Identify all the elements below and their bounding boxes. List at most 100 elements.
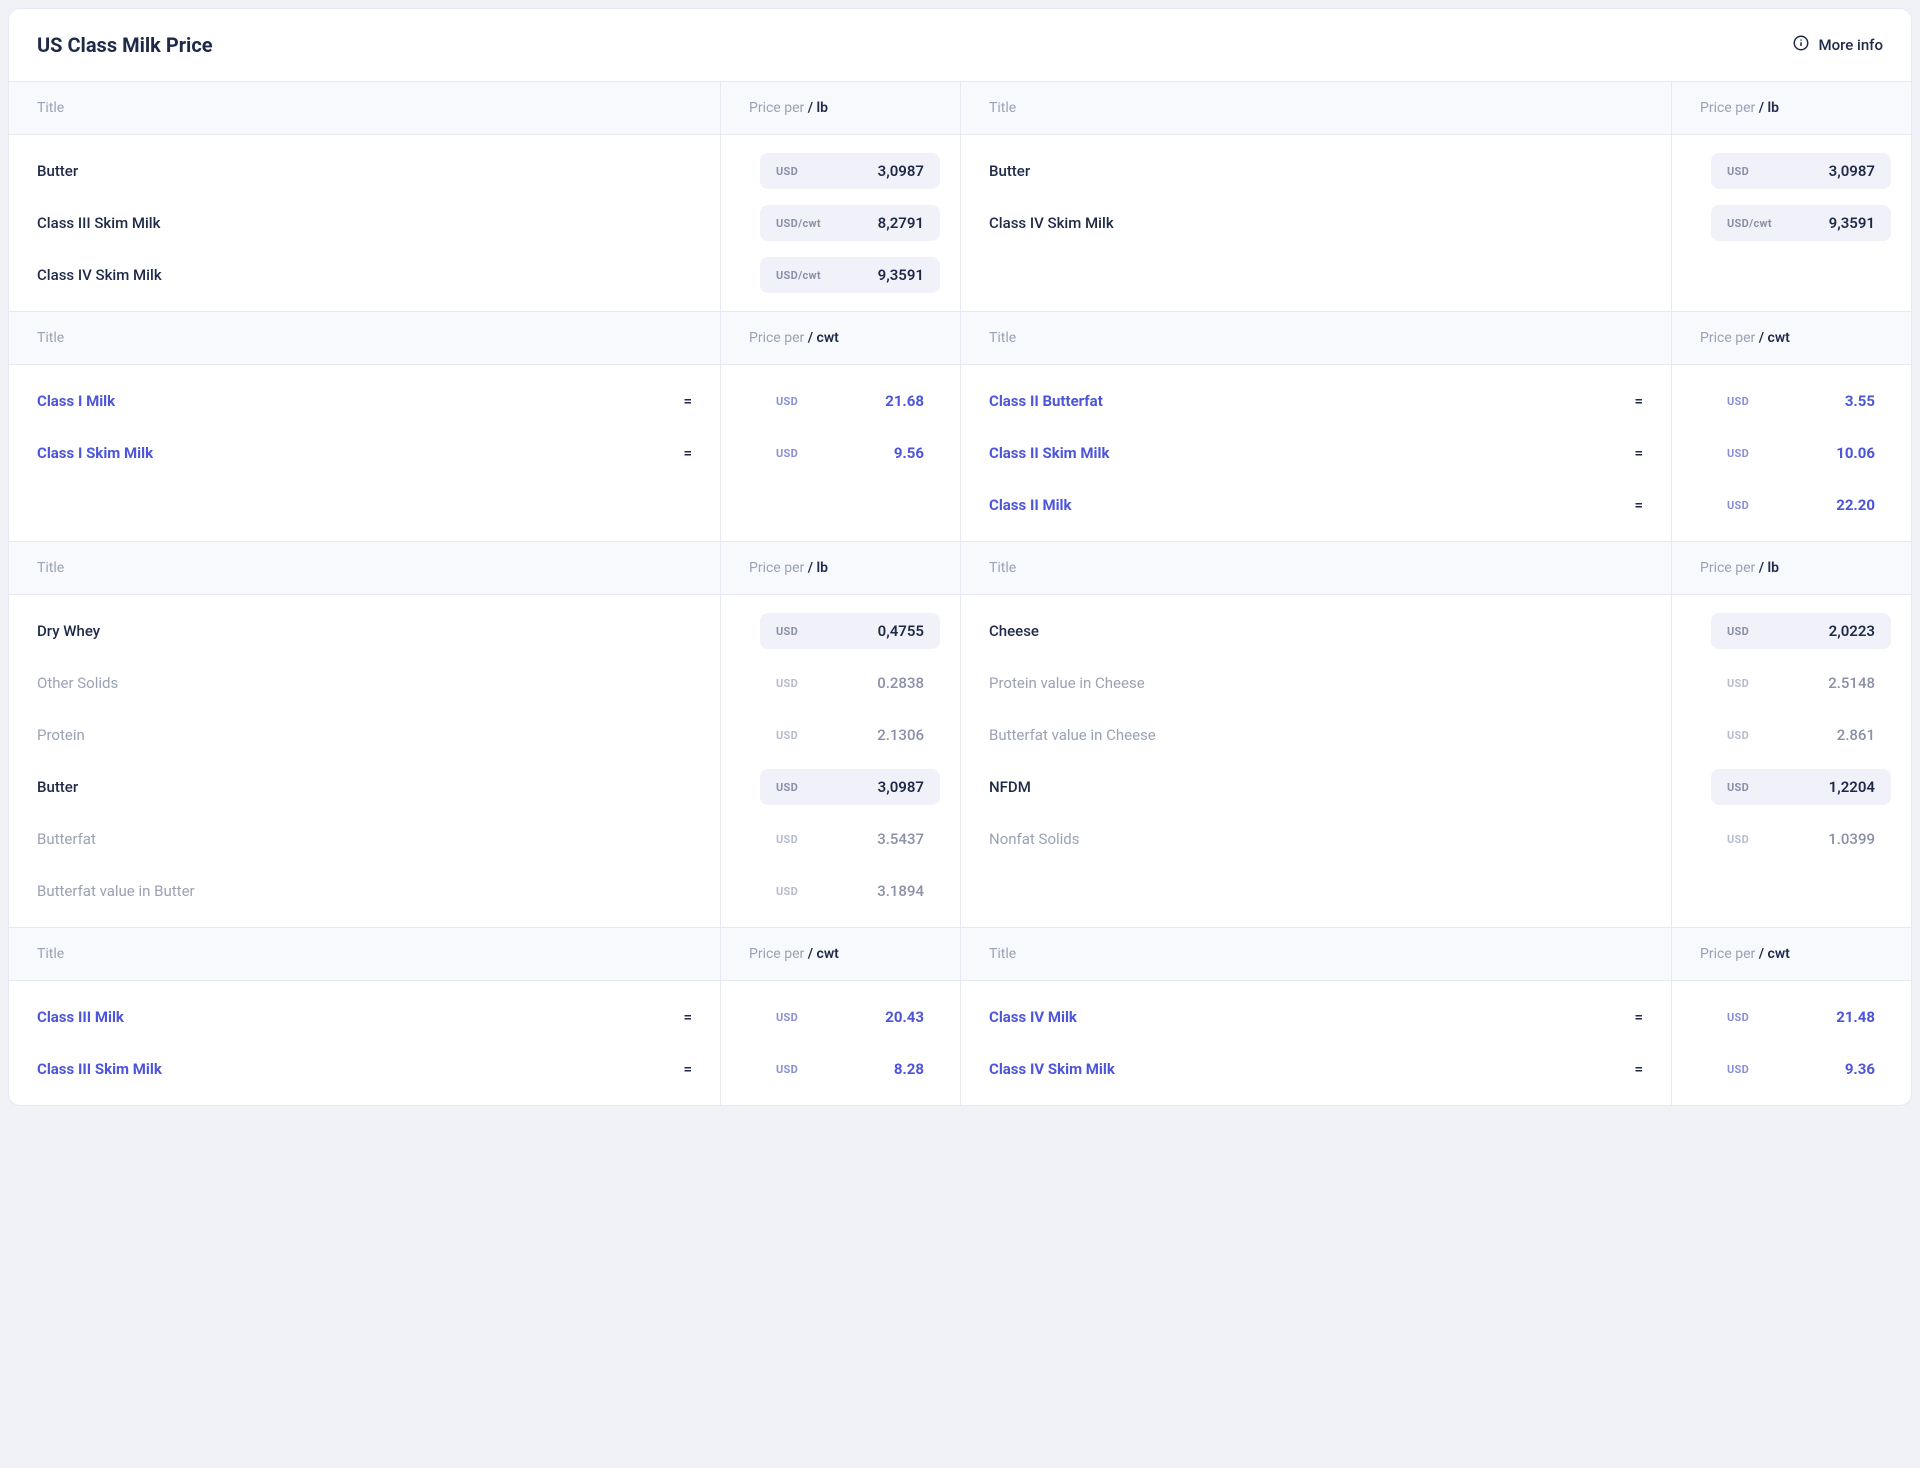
currency-label: USD: [1727, 729, 1749, 742]
table-row: USD3,0987: [721, 761, 960, 813]
currency-label: USD/cwt: [1727, 217, 1772, 230]
panel-body: Class III Milk=Class III Skim Milk=USD20…: [9, 981, 960, 1105]
price-value: 3.55: [1845, 392, 1875, 410]
price-pill: USD 2.861: [1711, 717, 1891, 753]
table-row: Class IV Skim Milk=: [961, 1043, 1671, 1095]
table-row: Class III Skim Milk: [9, 197, 720, 249]
currency-label: USD: [1727, 1011, 1749, 1024]
currency-label: USD: [1727, 625, 1749, 638]
titles-column: CheeseProtein value in CheeseButterfat v…: [961, 595, 1671, 927]
table-row: USD 1.0399: [1672, 813, 1911, 865]
price-value: 3,0987: [878, 778, 924, 796]
titles-column: Class II Butterfat=Class II Skim Milk=Cl…: [961, 365, 1671, 541]
equals-sign: =: [683, 444, 692, 462]
panel-head: TitlePrice per / lb: [9, 542, 960, 595]
table-row: Class I Skim Milk=: [9, 427, 720, 479]
price-value: 10.06: [1836, 444, 1875, 462]
section-row: TitlePrice per / lbDry WheyOther SolidsP…: [9, 541, 1911, 927]
table-row: Class II Skim Milk=: [961, 427, 1671, 479]
price-value: 2.861: [1837, 726, 1875, 744]
panel-body: ButterClass IV Skim MilkUSD3,0987USD/cwt…: [961, 135, 1911, 311]
price-value: 2,0223: [1829, 622, 1875, 640]
price-value: 21.48: [1836, 1008, 1875, 1026]
row-title: Class III Skim Milk: [37, 1060, 162, 1078]
price-pill: USD2.1306: [760, 717, 940, 753]
table-row: USD9.36: [1672, 1043, 1911, 1095]
price-value: 1,2204: [1829, 778, 1875, 796]
price-value: 20.43: [885, 1008, 924, 1026]
table-row: USD22.20: [1672, 479, 1911, 531]
table-row: USD/cwt 8,2791: [721, 197, 960, 249]
price-pill: USD8.28: [760, 1051, 940, 1087]
price-value: 9.56: [894, 444, 924, 462]
table-row: USD3.5437: [721, 813, 960, 865]
table-row: USD21.68: [721, 375, 960, 427]
panel-body: CheeseProtein value in CheeseButterfat v…: [961, 595, 1911, 927]
price-pill: USD/cwt 8,2791: [760, 205, 940, 241]
currency-label: USD: [776, 447, 798, 460]
values-column: USD 20.43 USD8.28: [720, 981, 960, 1105]
price-value: 3.1894: [877, 882, 924, 900]
panel-body: Dry WheyOther SolidsProteinButterButterf…: [9, 595, 960, 927]
table-row: Class III Skim Milk =: [9, 1043, 720, 1095]
price-value: 3.5437: [877, 830, 924, 848]
table-row: USD/cwt9,3591: [721, 249, 960, 301]
price-value: 9,3591: [1829, 214, 1875, 232]
equals-sign: =: [683, 1060, 692, 1078]
row-title: Class III Milk: [37, 1008, 124, 1026]
currency-label: USD: [776, 1011, 798, 1024]
price-value: 9,3591: [878, 266, 924, 284]
table-row: USD 20.43: [721, 991, 960, 1043]
price-value: 2.5148: [1828, 674, 1875, 692]
values-column: USD3,0987USD/cwt9,3591: [1671, 135, 1911, 311]
price-pill: USD/cwt9,3591: [760, 257, 940, 293]
table-row: USD 2.861: [1672, 709, 1911, 761]
currency-label: USD: [1727, 395, 1749, 408]
price-value: 8.28: [894, 1060, 924, 1078]
titles-column: Class I Milk=Class I Skim Milk=: [9, 365, 720, 541]
milk-price-card: US Class Milk Price More info TitlePrice…: [8, 8, 1912, 1106]
title-column-header: Title: [9, 312, 720, 364]
row-title: Class II Milk: [989, 496, 1072, 514]
row-title: Butterfat value in Butter: [37, 882, 195, 900]
equals-sign: =: [1634, 1060, 1643, 1078]
price-column-header: Price per / lb: [720, 542, 960, 594]
row-title: Butterfat value in Cheese: [989, 726, 1156, 744]
table-row: USD 9.56: [721, 427, 960, 479]
table-row: Class IV Skim Milk: [961, 197, 1671, 249]
currency-label: USD: [776, 885, 798, 898]
title-column-header: Title: [961, 928, 1671, 980]
price-column-header: Price per / lb: [1671, 542, 1911, 594]
currency-label: USD: [776, 395, 798, 408]
section-row: TitlePrice per / cwtClass I Milk=Class I…: [9, 311, 1911, 541]
price-panel: TitlePrice per / cwtClass II Butterfat=C…: [960, 311, 1911, 541]
row-title: Class IV Milk: [989, 1008, 1077, 1026]
table-row: USD0,4755: [721, 605, 960, 657]
table-row: Butter: [9, 145, 720, 197]
row-title: Other Solids: [37, 674, 118, 692]
currency-label: USD: [776, 165, 798, 178]
price-value: 8,2791: [878, 214, 924, 232]
more-info-button[interactable]: More info: [1792, 34, 1883, 56]
row-title: Protein value in Cheese: [989, 674, 1145, 692]
table-row: Class II Milk=: [961, 479, 1671, 531]
price-pill: USD0.2838: [760, 665, 940, 701]
values-column: USD2,0223USD2.5148USD2.861USD1,2204USD1.…: [1671, 595, 1911, 927]
panel-head: TitlePrice per / cwt: [9, 928, 960, 981]
currency-label: USD: [1727, 833, 1749, 846]
values-column: USD3,0987 USD/cwt 8,2791 USD/cwt9,3591: [720, 135, 960, 311]
table-row: Butter: [961, 145, 1671, 197]
price-column-header: Price per / cwt: [720, 928, 960, 980]
price-pill: USD/cwt 9,3591: [1711, 205, 1891, 241]
price-pill: USD1,2204: [1711, 769, 1891, 805]
currency-label: USD/cwt: [776, 217, 821, 230]
price-value: 1.0399: [1828, 830, 1875, 848]
table-row: Class I Milk=: [9, 375, 720, 427]
table-row: USD1,2204: [1672, 761, 1911, 813]
info-icon: [1792, 34, 1810, 56]
row-title: Butter: [37, 162, 78, 180]
section-row: TitlePrice per / cwtClass III Milk=Class…: [9, 927, 1911, 1105]
panel-body: ButterClass III Skim MilkClass IV Skim M…: [9, 135, 960, 311]
price-pill: USD3,0987: [760, 153, 940, 189]
title-column-header: Title: [961, 542, 1671, 594]
